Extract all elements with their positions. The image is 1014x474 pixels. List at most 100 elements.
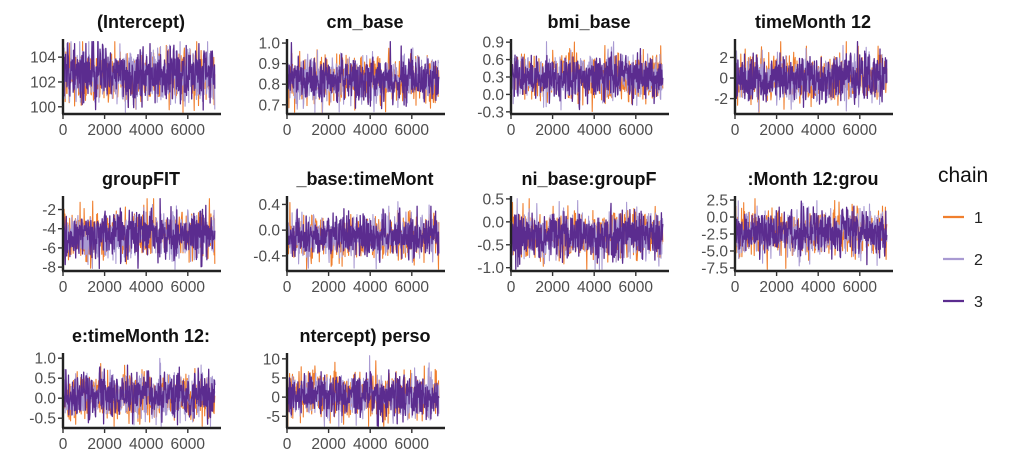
x-tick-label: 4000: [129, 122, 164, 139]
panel-title: (Intercept): [97, 12, 185, 32]
y-tick-label: 0.7: [258, 97, 280, 114]
x-tick-label: 0: [283, 279, 292, 296]
chain-3-trace: [511, 47, 664, 111]
y-tick-label: 0.8: [258, 77, 280, 94]
y-tick-label: 10: [263, 351, 281, 368]
x-tick-label: 4000: [353, 436, 388, 453]
x-tick-label: 6000: [843, 122, 878, 139]
chain-3-trace: [287, 205, 440, 263]
x-tick-label: 4000: [129, 279, 164, 296]
y-tick-label: 0.0: [258, 223, 280, 240]
legend-label-chain-2: 2: [974, 252, 983, 269]
x-tick-label: 2000: [535, 122, 570, 139]
y-tick-label: -0.4: [253, 248, 280, 265]
x-tick-label: 6000: [395, 436, 430, 453]
y-tick-label: -8: [42, 260, 56, 277]
y-tick-label: 0.0: [34, 391, 56, 408]
trace-group: [287, 355, 440, 427]
x-tick-label: 0: [59, 122, 68, 139]
y-tick-label: 102: [30, 74, 56, 91]
trace-group: [63, 198, 216, 270]
x-tick-label: 6000: [171, 122, 206, 139]
y-tick-label: -0.3: [477, 104, 504, 121]
panel-title: groupFIT: [102, 169, 180, 189]
y-tick-label: 5: [271, 370, 280, 387]
panel-title: e:timeMonth 12:: [72, 326, 210, 346]
x-tick-label: 6000: [171, 436, 206, 453]
x-tick-label: 0: [59, 436, 68, 453]
trace-group: [63, 41, 216, 113]
x-tick-label: 0: [283, 122, 292, 139]
chain-3-trace: [63, 198, 216, 270]
x-tick-label: 0: [731, 122, 740, 139]
x-tick-label: 6000: [843, 279, 878, 296]
chain-3-trace: [287, 41, 440, 110]
x-tick-label: 0: [283, 436, 292, 453]
y-tick-label: -0.5: [477, 237, 504, 254]
x-tick-label: 6000: [171, 279, 206, 296]
x-tick-label: 6000: [395, 279, 430, 296]
panel-title: _base:timeMont: [295, 169, 433, 189]
legend-label-chain-3: 3: [974, 294, 983, 311]
trace-group: [287, 41, 440, 113]
legend-label-chain-1: 1: [974, 210, 983, 227]
panel-1: 0.7 0.8 0.9 1.0 0 2000 4000 6000 cm_base: [258, 12, 445, 139]
x-tick-label: 2000: [311, 436, 346, 453]
x-tick-label: 6000: [395, 122, 430, 139]
y-tick-label: 0.5: [34, 371, 56, 388]
x-tick-label: 4000: [577, 122, 612, 139]
chain-3-trace: [63, 364, 216, 426]
panel-2: -0.30.00.30.60.9 0 2000 4000 6000 bmi_base: [477, 12, 669, 139]
chain-3-trace: [63, 41, 216, 111]
y-tick-label: 0.0: [706, 210, 728, 227]
chain-3-trace: [287, 369, 440, 427]
y-tick-label: 2: [719, 50, 728, 67]
x-tick-label: 2000: [311, 279, 346, 296]
y-tick-label: 104: [30, 50, 56, 67]
x-tick-label: 4000: [577, 279, 612, 296]
y-tick-label: -7.5: [701, 260, 728, 277]
y-tick-label: 0.9: [482, 35, 504, 52]
trace-group: [287, 201, 440, 270]
x-tick-label: 4000: [353, 279, 388, 296]
x-tick-label: 2000: [87, 279, 122, 296]
x-tick-label: 6000: [619, 122, 654, 139]
x-tick-label: 6000: [619, 279, 654, 296]
panel-5: -0.4 0.0 0.4 0 2000 4000 6000 _base:timeMont: [253, 169, 445, 296]
y-tick-label: -6: [42, 240, 56, 257]
x-tick-label: 4000: [801, 279, 836, 296]
x-tick-label: 2000: [87, 122, 122, 139]
x-tick-label: 4000: [801, 122, 836, 139]
y-tick-label: 0.3: [482, 70, 504, 87]
x-tick-label: 4000: [129, 436, 164, 453]
y-tick-label: 100: [30, 99, 56, 116]
y-tick-label: 0.5: [482, 191, 504, 208]
trace-group: [63, 357, 216, 427]
x-tick-label: 2000: [535, 279, 570, 296]
legend: chain 1 2 3: [938, 164, 988, 311]
y-tick-label: 0.4: [258, 197, 280, 214]
panel-7: -7.5-5.0-2.50.02.5 0 2000 4000 6000:Month 12…: [701, 169, 893, 296]
y-tick-label: 0.6: [482, 52, 504, 69]
panel-0: 100 102 104 0 2000 4000 6000 (Intercept): [30, 12, 221, 139]
y-tick-label: 0.9: [258, 56, 280, 73]
y-tick-label: -2.5: [701, 227, 728, 244]
y-tick-label: 0.0: [482, 214, 504, 231]
y-tick-label: -5.0: [701, 243, 728, 260]
y-tick-label: -4: [42, 221, 56, 238]
panel-title: bmi_base: [547, 12, 630, 32]
panel-title: timeMonth 12: [755, 12, 871, 32]
legend-title: chain: [938, 164, 988, 187]
y-tick-label: 1.0: [258, 36, 280, 53]
panel-title: ni_base:groupF: [521, 169, 656, 189]
chain-3-trace: [735, 41, 888, 108]
y-tick-label: 2.5: [706, 193, 728, 210]
x-tick-label: 4000: [353, 122, 388, 139]
x-tick-label: 2000: [87, 436, 122, 453]
y-tick-label: 1.0: [34, 351, 56, 368]
y-tick-label: -0.5: [29, 411, 56, 428]
chain-3-trace: [511, 202, 664, 270]
